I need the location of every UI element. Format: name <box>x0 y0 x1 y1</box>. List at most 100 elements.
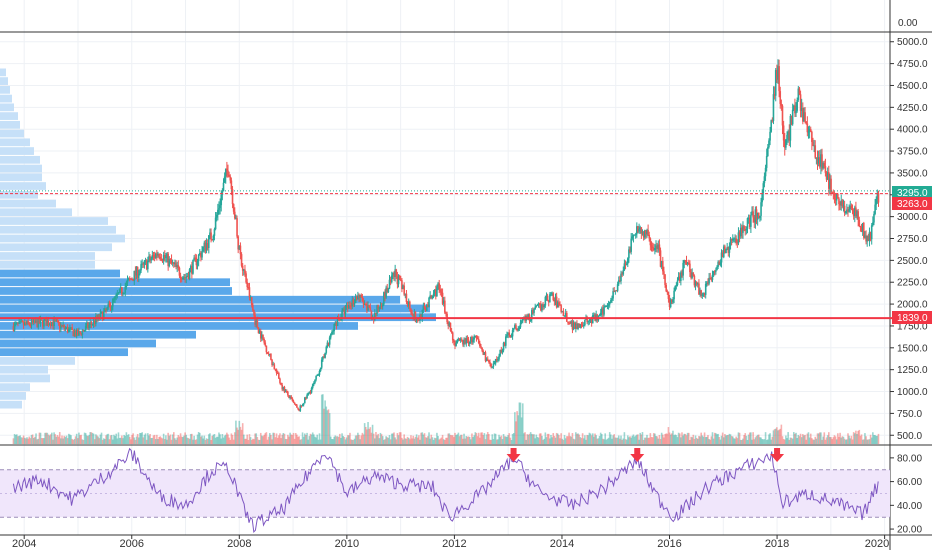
volume-bar <box>697 438 699 444</box>
volume-bar <box>254 433 256 444</box>
volume-bar <box>363 423 366 444</box>
candle-body <box>569 323 571 325</box>
volume-bar <box>552 433 555 444</box>
candle-body <box>813 145 815 147</box>
candle-body <box>297 407 299 409</box>
candle-body <box>709 277 712 279</box>
volume-bar <box>328 413 331 444</box>
candle-body <box>762 183 765 194</box>
volume-bar <box>695 437 698 444</box>
candle-body <box>658 244 661 251</box>
candle-body <box>831 191 833 193</box>
volume-bar <box>770 439 773 444</box>
volume-bar <box>314 436 316 444</box>
volume-bar <box>313 434 315 444</box>
candle-body <box>333 324 335 332</box>
volume-bar <box>726 435 728 444</box>
candle-body <box>202 246 204 252</box>
volume-bar <box>266 439 269 444</box>
candle-body <box>524 318 526 321</box>
volume-bar <box>345 437 348 444</box>
candle-body <box>704 283 707 295</box>
candle-body <box>283 386 286 393</box>
volume-bar <box>300 439 303 444</box>
candle-body <box>95 316 97 324</box>
candle-body <box>236 218 238 237</box>
candle-body <box>676 280 679 286</box>
volume-bar <box>438 439 440 444</box>
candle-body <box>241 265 244 271</box>
candle-body <box>865 235 867 242</box>
volume-bar <box>680 437 682 444</box>
volume-bar <box>69 434 71 444</box>
candle-body <box>787 131 789 135</box>
volume-bar <box>717 433 719 444</box>
price-tags[interactable]: 3295.0 3263.0 1839.0 <box>892 186 932 324</box>
volume-bar <box>374 438 376 444</box>
volume-bar <box>646 434 648 444</box>
candle-body <box>361 297 364 302</box>
candle-body <box>730 238 733 241</box>
candle-body <box>46 320 49 326</box>
candle-body <box>432 293 435 297</box>
volume-bar <box>112 439 114 444</box>
volume-bar <box>398 432 401 444</box>
candle-body <box>543 305 546 308</box>
volume-bar <box>244 438 246 444</box>
volume-bar <box>786 438 788 444</box>
candle-body <box>530 310 533 320</box>
year-tick-label: 2008 <box>227 538 251 550</box>
candle-body <box>40 319 43 321</box>
candle-body <box>16 322 18 324</box>
volume-bar <box>446 437 448 444</box>
price-tick-label: 4500.0 <box>897 81 928 92</box>
volume-bar <box>847 433 849 444</box>
candle-body <box>406 301 409 307</box>
candle-body <box>87 323 89 328</box>
last-price-tag[interactable]: 3295.0 <box>897 188 928 199</box>
volume-bar <box>29 438 32 444</box>
candle-body <box>858 219 861 226</box>
dashed-level-tag[interactable]: 3263.0 <box>897 199 928 210</box>
candle-body <box>38 318 41 324</box>
volume-bar <box>401 437 403 444</box>
volume-bar <box>460 434 463 444</box>
volume-bar <box>134 439 137 444</box>
volume-bar <box>51 432 53 444</box>
volume-profile-bar <box>0 330 196 339</box>
candle-body <box>465 338 468 344</box>
candle-body <box>110 306 113 311</box>
candle-body <box>630 238 632 252</box>
candle-body <box>490 364 492 368</box>
candle-body <box>350 305 352 307</box>
price-tick-label: 1750.0 <box>897 321 928 332</box>
candle-body <box>860 227 863 232</box>
volume-bar <box>678 433 681 444</box>
candle-body <box>301 404 304 406</box>
candle-body <box>841 200 844 206</box>
support-level-tag[interactable]: 1839.0 <box>897 313 928 324</box>
candle-body <box>502 342 505 351</box>
candle-body <box>651 247 654 249</box>
volume-profile-bar <box>0 217 108 225</box>
volume-bar <box>833 435 836 444</box>
candle-body <box>521 318 524 322</box>
volume-bar <box>718 436 721 444</box>
volume-bar <box>648 437 651 444</box>
volume-bar <box>502 434 505 444</box>
candle-body <box>439 289 442 292</box>
candle-body <box>386 287 389 293</box>
candle-body <box>479 343 481 347</box>
volume-bar <box>132 433 134 444</box>
volume-bar <box>447 433 450 444</box>
volume-bar <box>429 438 431 444</box>
volume-bar <box>27 438 29 444</box>
candle-body <box>732 238 734 241</box>
volume-bar <box>865 436 867 444</box>
candle-body <box>508 332 511 336</box>
volume-bar <box>432 439 435 444</box>
candle-body <box>792 105 795 110</box>
candle-body <box>223 176 226 183</box>
volume-bar <box>765 439 768 444</box>
